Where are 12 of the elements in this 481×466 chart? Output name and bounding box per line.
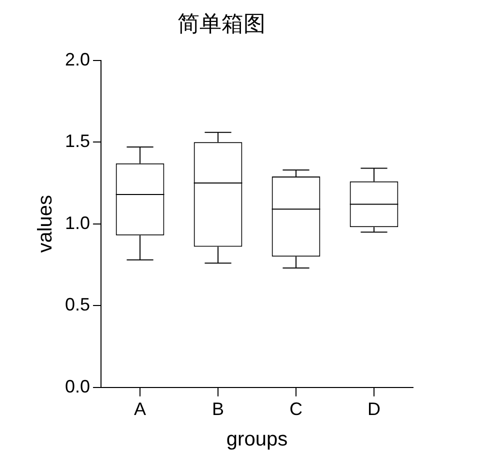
y-tick-label: 1.0 — [64, 212, 90, 233]
x-tick-label: A — [134, 399, 146, 420]
x-tick-label: D — [368, 399, 381, 420]
y-tick-label: 0.5 — [64, 294, 90, 315]
y-axis-title: values — [34, 194, 57, 253]
chart-title: 简单箱图 — [178, 12, 266, 37]
y-tick-label: 2.0 — [64, 49, 90, 70]
x-tick-label: C — [290, 399, 303, 420]
y-tick-label: 1.5 — [64, 131, 90, 152]
y-tick-label: 0.0 — [64, 376, 90, 396]
x-tick-label: B — [212, 399, 224, 420]
x-axis-title: groups — [226, 428, 288, 451]
